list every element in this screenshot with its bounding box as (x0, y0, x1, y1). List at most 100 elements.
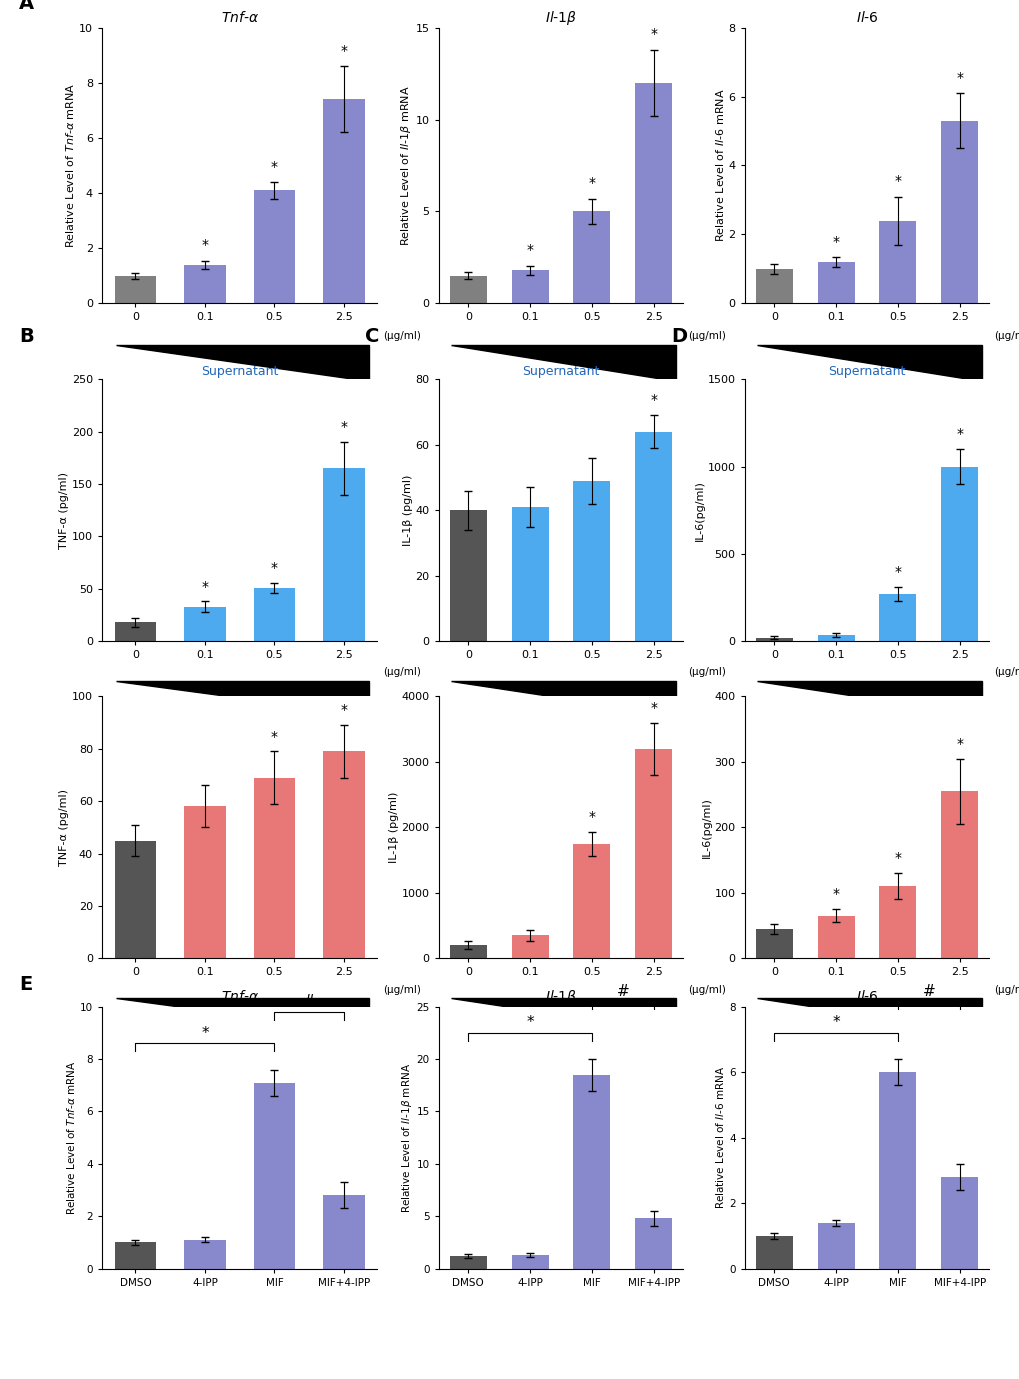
Bar (817, 262, 854, 303)
Text: A: A (19, 0, 35, 14)
Polygon shape (450, 681, 676, 714)
Text: MIF: MIF (257, 1043, 277, 1055)
Bar (573, 481, 609, 641)
Title: Lysate: Lysate (219, 683, 260, 695)
Text: MIF: MIF (880, 392, 901, 404)
Bar (817, 1223, 854, 1269)
Text: *: * (201, 579, 208, 593)
Text: MIF: MIF (880, 725, 901, 738)
Text: *: * (340, 421, 347, 434)
Bar (183, 1240, 225, 1269)
Bar (254, 190, 296, 303)
Bar (941, 466, 977, 641)
Text: *: * (649, 28, 656, 41)
Y-axis label: TNF-α (pg/ml): TNF-α (pg/ml) (59, 789, 69, 866)
Bar (635, 1219, 672, 1269)
Text: *: * (832, 888, 839, 902)
Text: (μg/ml): (μg/ml) (382, 331, 421, 341)
Y-axis label: IL-6(pg/ml): IL-6(pg/ml) (701, 797, 711, 858)
Text: (μg/ml): (μg/ml) (688, 331, 726, 341)
Bar (635, 432, 672, 641)
Bar (254, 1083, 296, 1269)
Text: MIF: MIF (257, 392, 277, 404)
Bar (183, 265, 225, 303)
Y-axis label: Relative Level of $\it{Il}$-$\it{6}$ mRNA: Relative Level of $\it{Il}$-$\it{6}$ mRN… (713, 1066, 726, 1209)
Text: *: * (832, 234, 839, 248)
Title: $\it{Tnf}$-$\it{\alpha}$: $\it{Tnf}$-$\it{\alpha}$ (220, 989, 259, 1004)
Bar (817, 916, 854, 958)
Bar (449, 276, 486, 303)
Title: Lysate: Lysate (540, 683, 581, 695)
Polygon shape (756, 345, 981, 381)
Text: (μg/ml): (μg/ml) (994, 985, 1019, 994)
Title: $\it{Il}$-$\it{6}$: $\it{Il}$-$\it{6}$ (855, 10, 877, 25)
Y-axis label: IL-6(pg/ml): IL-6(pg/ml) (694, 480, 704, 541)
Bar (941, 792, 977, 958)
Y-axis label: IL-1β (pg/ml): IL-1β (pg/ml) (403, 474, 413, 546)
Text: *: * (955, 427, 962, 441)
Text: *: * (340, 44, 347, 58)
Bar (512, 270, 548, 303)
Y-axis label: Relative Level of $\it{Tnf}$-$\it{\alpha}$ mRNA: Relative Level of $\it{Tnf}$-$\it{\alpha… (65, 1060, 77, 1215)
Text: #: # (303, 994, 315, 1009)
Bar (114, 276, 156, 303)
Bar (449, 510, 486, 641)
Text: (μg/ml): (μg/ml) (688, 985, 726, 994)
Text: *: * (526, 244, 533, 258)
Title: $\it{Tnf}$-$\it{\alpha}$: $\it{Tnf}$-$\it{\alpha}$ (220, 10, 259, 25)
Bar (323, 752, 365, 958)
Text: (μg/ml): (μg/ml) (994, 667, 1019, 677)
Polygon shape (116, 998, 369, 1031)
Polygon shape (756, 998, 981, 1031)
Text: B: B (19, 327, 34, 346)
Polygon shape (116, 681, 369, 714)
Title: Supernatant: Supernatant (201, 365, 278, 378)
Text: C: C (365, 327, 379, 346)
Text: #: # (615, 983, 629, 998)
Text: *: * (588, 177, 595, 190)
Text: *: * (271, 160, 278, 174)
Title: $\it{Il}$-$\it{1\beta}$: $\it{Il}$-$\it{1\beta}$ (544, 989, 577, 1007)
Bar (817, 636, 854, 641)
Y-axis label: TNF-α (pg/ml): TNF-α (pg/ml) (59, 472, 69, 549)
Bar (941, 1176, 977, 1269)
Polygon shape (450, 345, 676, 381)
Text: D: D (671, 327, 687, 346)
Bar (183, 807, 225, 958)
Text: MIF: MIF (880, 1043, 901, 1055)
Title: Supernatant: Supernatant (522, 365, 599, 378)
Text: *: * (894, 851, 901, 866)
Bar (183, 607, 225, 641)
Bar (755, 1236, 792, 1269)
Bar (512, 935, 548, 958)
Bar (114, 1242, 156, 1269)
Bar (635, 749, 672, 958)
Bar (323, 99, 365, 303)
Bar (512, 1255, 548, 1269)
Bar (449, 946, 486, 958)
Y-axis label: Relative Level of $\it{Tnf}$-$\it{\alpha}$ mRNA: Relative Level of $\it{Tnf}$-$\it{\alpha… (64, 83, 76, 248)
Text: *: * (894, 565, 901, 579)
Title: $\it{Il}$-$\it{6}$: $\it{Il}$-$\it{6}$ (855, 989, 877, 1004)
Bar (573, 1074, 609, 1269)
Y-axis label: Relative Level of $\it{Il}$-$\it{1\beta}$ mRNA: Relative Level of $\it{Il}$-$\it{1\beta}… (398, 85, 413, 245)
Text: *: * (526, 1015, 533, 1030)
Y-axis label: IL-1β (pg/ml): IL-1β (pg/ml) (388, 792, 398, 863)
Text: *: * (201, 1026, 209, 1041)
Text: *: * (271, 729, 278, 743)
Bar (114, 840, 156, 958)
Text: *: * (649, 701, 656, 714)
Text: *: * (340, 703, 347, 717)
Polygon shape (756, 681, 981, 714)
Bar (755, 929, 792, 958)
Y-axis label: Relative Level of $\it{Il}$-$\it{6}$ mRNA: Relative Level of $\it{Il}$-$\it{6}$ mRN… (713, 88, 725, 243)
Bar (635, 83, 672, 303)
Bar (512, 507, 548, 641)
Text: *: * (588, 809, 595, 825)
Text: MIF: MIF (575, 1043, 595, 1055)
Bar (573, 211, 609, 303)
Text: (μg/ml): (μg/ml) (688, 667, 726, 677)
Bar (878, 221, 915, 303)
Text: E: E (19, 975, 33, 994)
Bar (573, 844, 609, 958)
